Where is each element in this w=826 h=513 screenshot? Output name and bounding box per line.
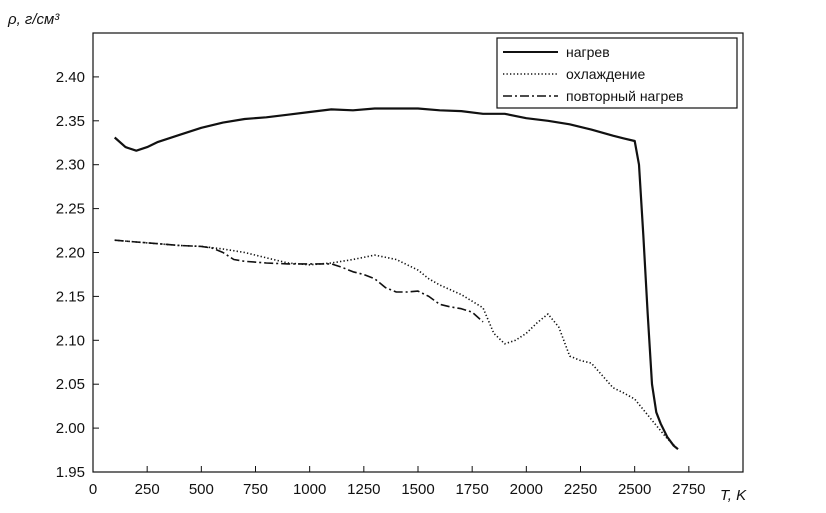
y-tick-label: 2.20 (56, 245, 85, 262)
series-lines (113, 107, 679, 451)
y-tick-label: 2.00 (56, 420, 85, 437)
x-tick-label: 2500 (618, 481, 651, 498)
y-axis-label: ρ, г/см³ (7, 11, 60, 28)
y-tick-label: 2.15 (56, 288, 85, 305)
x-tick-label: 1000 (293, 481, 326, 498)
series-cooling-line (114, 239, 679, 450)
x-tick-label: 1250 (347, 481, 380, 498)
x-tick-label: 500 (189, 481, 214, 498)
legend-label-heating: нагрев (566, 44, 610, 60)
x-tick-label: 1500 (401, 481, 434, 498)
y-axis: 1.95 2.00 2.05 2.10 2.15 2.20 2.25 2.30 2.35 2.40 (56, 69, 99, 481)
y-tick-label: 2.10 (56, 332, 85, 349)
y-tick-label: 2.35 (56, 113, 85, 130)
legend-label-reheating: повторный нагрев (566, 88, 683, 104)
y-tick-label: 2.05 (56, 376, 85, 393)
y-tick-label: 2.25 (56, 201, 85, 218)
x-tick-label: 2750 (672, 481, 705, 498)
x-tick-label: 2250 (564, 481, 597, 498)
y-tick-label: 1.95 (56, 464, 85, 481)
x-tick-label: 2000 (510, 481, 543, 498)
x-tick-label: 0 (89, 481, 97, 498)
y-tick-label: 2.30 (56, 157, 85, 174)
x-tick-label: 250 (135, 481, 160, 498)
series-reheating-line (114, 239, 484, 323)
x-axis: 0 250 500 750 1000 1250 1500 1750 2000 2250 2500 27… (89, 466, 706, 498)
legend-label-cooling: охлаждение (566, 66, 645, 82)
series-heating-line (113, 107, 679, 451)
x-tick-label: 1750 (455, 481, 488, 498)
y-tick-label: 2.40 (56, 69, 85, 86)
x-tick-label: 750 (243, 481, 268, 498)
legend: нагрев охлаждение повторный нагрев (496, 37, 738, 109)
x-axis-label: T, K (720, 487, 747, 504)
